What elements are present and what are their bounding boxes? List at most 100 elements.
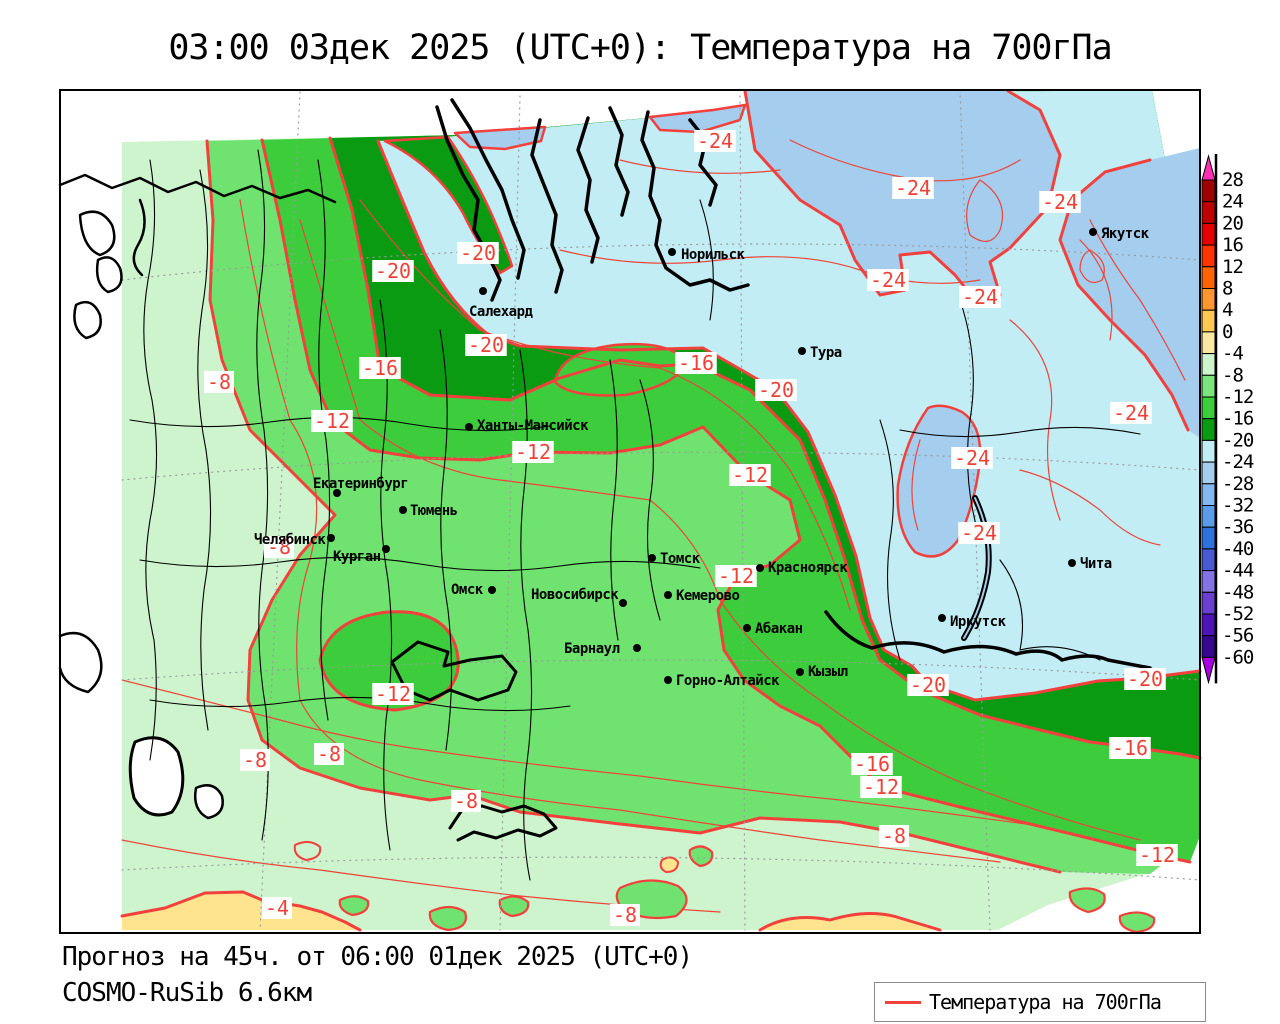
contour-label-box: [372, 260, 414, 282]
contour-label: -20: [375, 259, 411, 283]
city-marker: [488, 586, 496, 594]
contour-label-box: [1124, 668, 1166, 690]
colorbar-box: [1201, 613, 1216, 637]
coastline: [576, 116, 600, 264]
contour-label: -12: [375, 682, 411, 706]
coastline: [58, 173, 337, 204]
small-feature: [498, 895, 530, 918]
thin-contour: [911, 439, 921, 531]
city-marker: [798, 347, 806, 355]
admin-border: [999, 559, 1101, 661]
contour-label: -12: [732, 463, 768, 487]
contour-label: -16: [362, 356, 398, 380]
contour-label-box: [892, 177, 934, 199]
contour-label: -24: [961, 521, 997, 545]
colorbar-box: [1201, 635, 1216, 658]
contour-label-box: [851, 753, 893, 775]
contour-label-box: [311, 410, 353, 432]
contour-label-box: [1109, 737, 1151, 759]
colorbar-label: -12: [1222, 386, 1253, 408]
coastline: [435, 105, 502, 302]
city-marker: [756, 564, 764, 572]
region-yellow-southwest: [122, 892, 360, 930]
contour-label: -16: [854, 752, 890, 776]
coastline: [530, 118, 564, 294]
colorbar-box: [1201, 591, 1216, 615]
thin-contour: [359, 199, 851, 611]
city-label: Томск: [660, 551, 701, 567]
contour-label-box: [958, 522, 1000, 544]
lake-aral-loop: [390, 640, 518, 702]
colorbar-label: 28: [1222, 169, 1243, 191]
city-label: Тюмень: [410, 503, 458, 519]
small-feature: [1118, 911, 1156, 934]
contour-label: -12: [1139, 843, 1175, 867]
contour-label-box: [1110, 402, 1152, 424]
thin-contour: [619, 159, 781, 174]
colorbar-label: 20: [1222, 212, 1243, 234]
model-info-line: COSMO-RuSib 6.6км: [62, 978, 312, 1008]
contour-label: -8: [613, 903, 637, 927]
small-feature: [293, 841, 322, 861]
contour-label-box: [372, 683, 414, 705]
contour-label-box: [314, 743, 344, 765]
thin-contour: [1089, 219, 1186, 381]
city-label: Иркутск: [950, 614, 1007, 630]
contour-label: -8: [882, 824, 906, 848]
colorbar-label: -56: [1222, 625, 1254, 647]
contour-label-box: [715, 565, 757, 587]
city-label: Барнаул: [564, 641, 620, 657]
thin-contour: [966, 179, 1004, 242]
contour-label-box: [1136, 844, 1178, 866]
city-marker: [1068, 559, 1076, 567]
admin-border: [609, 359, 619, 641]
contour-label: -24: [697, 129, 733, 153]
small-feature: [1068, 887, 1106, 914]
thin-contour: [299, 219, 1141, 841]
colorbar-label: -24: [1222, 451, 1254, 473]
contour-label-box: [1039, 191, 1081, 213]
thin-contour: [1079, 239, 1113, 341]
colorbar-label: 8: [1222, 278, 1233, 300]
lake-baikal-water: [963, 497, 990, 639]
legend-line-sample: [885, 1000, 921, 1004]
colorbar-triangle-top: [1201, 154, 1216, 181]
contour-minus24-yakutsk: [1058, 158, 1190, 432]
thin-contour: [1079, 249, 1105, 283]
admin-border: [139, 556, 701, 572]
city-marker: [938, 614, 946, 622]
city-label: Новосибирск: [531, 587, 619, 603]
graticule-line: [739, 95, 746, 931]
region-blue-yakutsk: [1060, 148, 1200, 438]
thin-contour: [559, 249, 981, 284]
colorbar-label: -32: [1222, 495, 1253, 517]
contour-label: -8: [317, 742, 341, 766]
contour-minus20: [376, 139, 1202, 702]
city-label: Челябинск: [254, 532, 326, 548]
small-feature: [338, 895, 370, 917]
page-title: 03:00 03дек 2025 (UTC+0): Температура на…: [168, 28, 1112, 68]
admin-border: [439, 329, 453, 751]
colorbar-box: [1201, 418, 1216, 441]
contour-label-box: [675, 352, 717, 374]
border-mongolia: [824, 610, 1152, 670]
city-label: Омск: [451, 582, 484, 598]
legend-box: Температура на 700гПа: [874, 982, 1206, 1022]
lake-small: [194, 784, 224, 820]
colorbar-label: 12: [1222, 256, 1243, 278]
contour-label-box: [860, 776, 902, 798]
city-label: Тура: [810, 345, 842, 361]
admin-border: [379, 299, 393, 851]
contour-label-box: [204, 371, 234, 393]
coastline: [608, 106, 630, 217]
city-marker: [382, 545, 390, 553]
graticule-line: [959, 89, 991, 931]
admin-border: [317, 159, 331, 721]
contour-minus8: [205, 139, 1062, 874]
contour-label: -8: [243, 748, 267, 772]
contour-label: -12: [718, 564, 754, 588]
small-feature: [428, 905, 467, 932]
city-label: Кызыл: [808, 664, 848, 680]
city-label: Екатеринбург: [313, 476, 408, 492]
admin-border: [959, 299, 981, 541]
